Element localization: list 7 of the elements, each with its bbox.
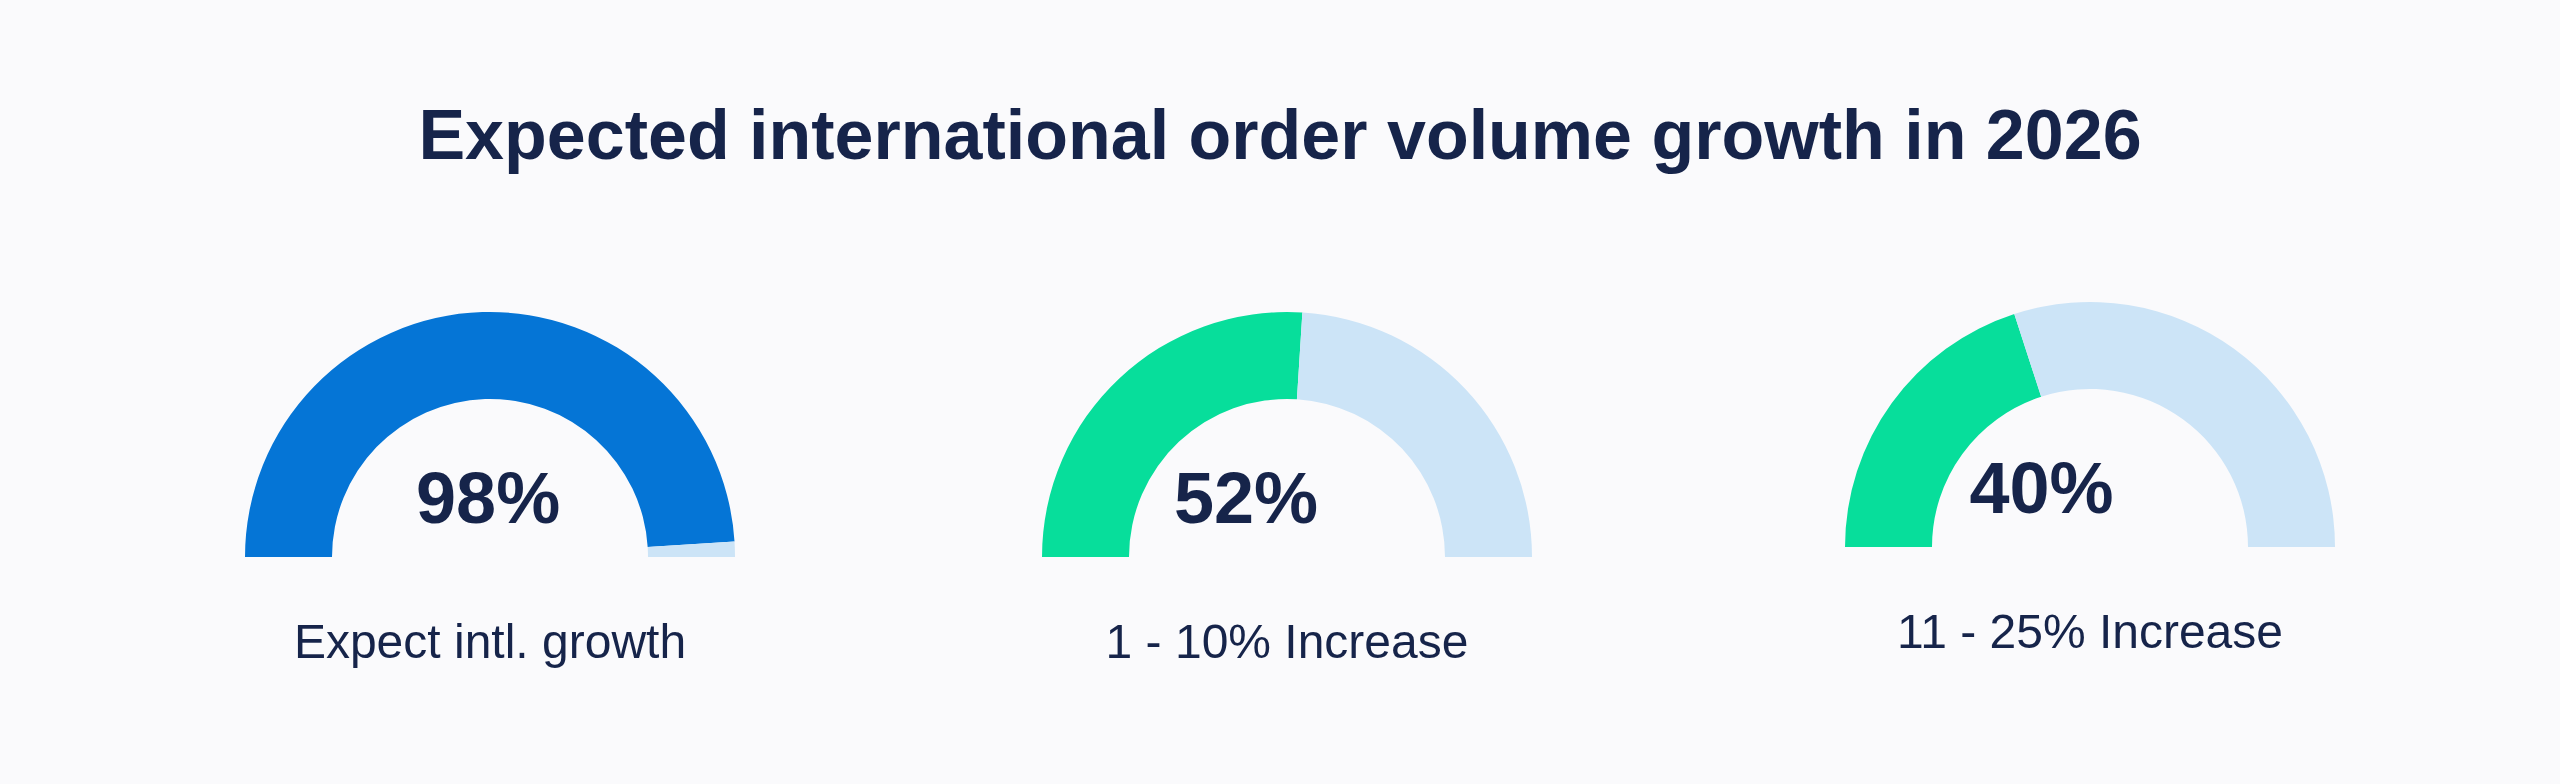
text: 11 - 25% Increase xyxy=(1897,604,2283,658)
data-label: 98% xyxy=(416,458,561,538)
text: Expected international order volume growth in 2026 xyxy=(417,95,2143,175)
text: Expect intl. growth xyxy=(293,614,687,668)
data-label: 40% xyxy=(1969,448,2114,528)
text: 1 - 10% Increase xyxy=(1105,614,1469,668)
data-label: 52% xyxy=(1173,458,1318,538)
